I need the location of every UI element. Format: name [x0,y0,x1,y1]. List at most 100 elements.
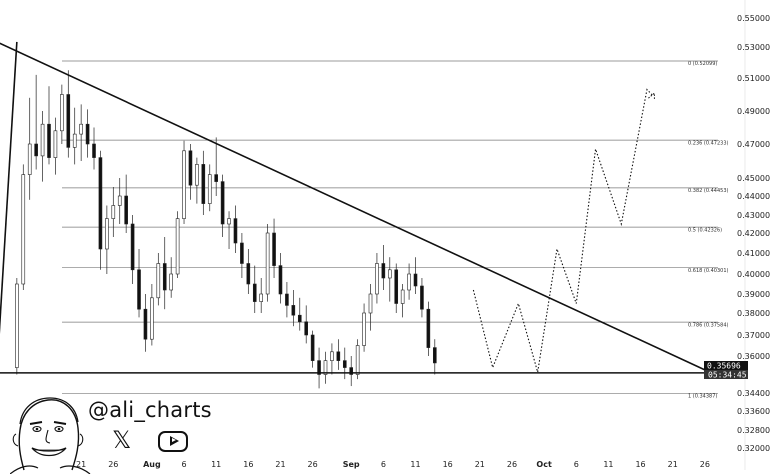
projection-dotted-line [472,88,654,373]
x-tick-label: 6 [181,460,186,469]
fib-level-lines: 0 (0.52099) 0.236 (0.47233) 0.382 (0.44453… [62,60,729,399]
y-tick-label: 0.53000 [737,43,770,52]
x-tick-label: Sep [343,460,360,469]
y-tick-label: 0.38000 [737,309,770,318]
candle-body [34,143,38,157]
candle-body [182,150,186,219]
fib-label: 0.5 (0.42326) [688,227,722,233]
candle-body [381,263,386,279]
y-tick-label: 0.41000 [737,249,770,258]
candle-body [291,305,296,316]
candle-body [195,164,199,186]
candle-body [342,360,347,368]
candle-body [169,273,173,291]
y-tick-label: 0.44000 [737,192,770,201]
x-axis: 162126Aug611162126Sep611162126Oct6111621… [44,460,710,469]
candle-body [40,123,45,157]
candle-body [220,181,225,225]
candle-body [394,269,399,304]
candlesticks [15,70,437,389]
current-price-bg [704,361,748,370]
candle-body [117,195,122,206]
candle-body [400,289,405,304]
x-tick-label: 21 [76,460,86,469]
author-handle: @ali_charts [88,398,212,422]
countdown-value: 05:34:45 [708,371,747,380]
resistance-trendline [0,42,712,374]
y-axis: 0.55000 0.53000 0.51000 0.49000 0.47000 0.450… [737,0,770,470]
candle-body [330,351,334,361]
y-tick-label: 0.34400 [737,389,770,398]
x-tick-label: 11 [603,460,613,469]
candle-body [137,269,141,310]
fib-label: 0.786 (0.37584) [688,322,729,328]
candle-body [60,94,64,132]
candle-body [317,360,321,375]
candle-body [72,133,77,148]
candle-body [297,314,302,323]
countdown-bg [704,370,748,379]
x-tick-label: 26 [700,460,710,469]
y-tick-label: 0.37000 [737,331,770,340]
y-tick-label: 0.49000 [737,107,770,116]
candle-body [375,263,379,295]
fib-label: 0 (0.52099) [688,61,717,67]
projection-arrowhead [648,92,655,101]
candle-body [27,143,32,175]
candle-body [233,218,238,244]
candle-body [150,297,154,340]
caricature-avatar [10,397,91,474]
y-tick-label: 0.32800 [737,426,770,435]
x-tick-label: 16 [635,460,645,469]
candle-body [432,347,437,364]
candle-body [413,273,418,287]
candle-body [53,130,58,158]
x-tick-label: 6 [381,460,386,469]
x-tick-label: 21 [475,460,485,469]
candle-body [143,308,148,340]
candle-body [323,360,328,375]
y-tick-label: 0.43000 [737,211,770,220]
fib-label: 0.236 (0.47233) [688,140,729,146]
current-price-badge: 0.35696 05:34:45 [704,361,748,380]
x-tick-label: 16 [443,460,453,469]
candle-body [111,205,116,219]
candle-body [214,174,218,182]
x-tick-label: 21 [275,460,285,469]
y-tick-label: 0.45000 [737,174,770,183]
candle-body [188,150,193,186]
triangle-left-edge [0,41,18,335]
current-price-value: 0.35696 [707,362,741,371]
candle-body [201,164,206,204]
candle-body [21,174,26,285]
x-tick-label: 11 [410,460,420,469]
candle-body [227,218,231,225]
x-tick-label: Oct [536,460,552,469]
candle-body [310,334,315,361]
candle-body [285,293,289,306]
candle-body [85,123,90,145]
y-tick-label: 0.51000 [737,74,770,83]
fib-label: 0.382 (0.44453) [688,188,729,194]
candle-body [259,293,263,302]
candle-body [124,195,128,225]
candle-body [66,94,71,148]
candle-body [47,123,51,158]
candle-body [336,351,341,361]
x-tick-label: 11 [211,460,221,469]
y-tick-label: 0.47000 [737,140,770,149]
candle-body [98,157,103,250]
y-tick-label: 0.55000 [737,14,770,23]
candle-body [362,312,366,346]
candle-body [105,218,109,250]
y-tick-label: 0.39000 [737,290,770,299]
candle-body [207,174,212,204]
projection-path [472,88,655,373]
fib-label: 0.618 (0.40301) [688,268,729,274]
y-tick-label: 0.33600 [737,407,770,416]
candle-body [15,283,19,368]
x-tick-label: 6 [574,460,579,469]
x-tick-label: 16 [243,460,253,469]
candle-body [349,367,354,375]
